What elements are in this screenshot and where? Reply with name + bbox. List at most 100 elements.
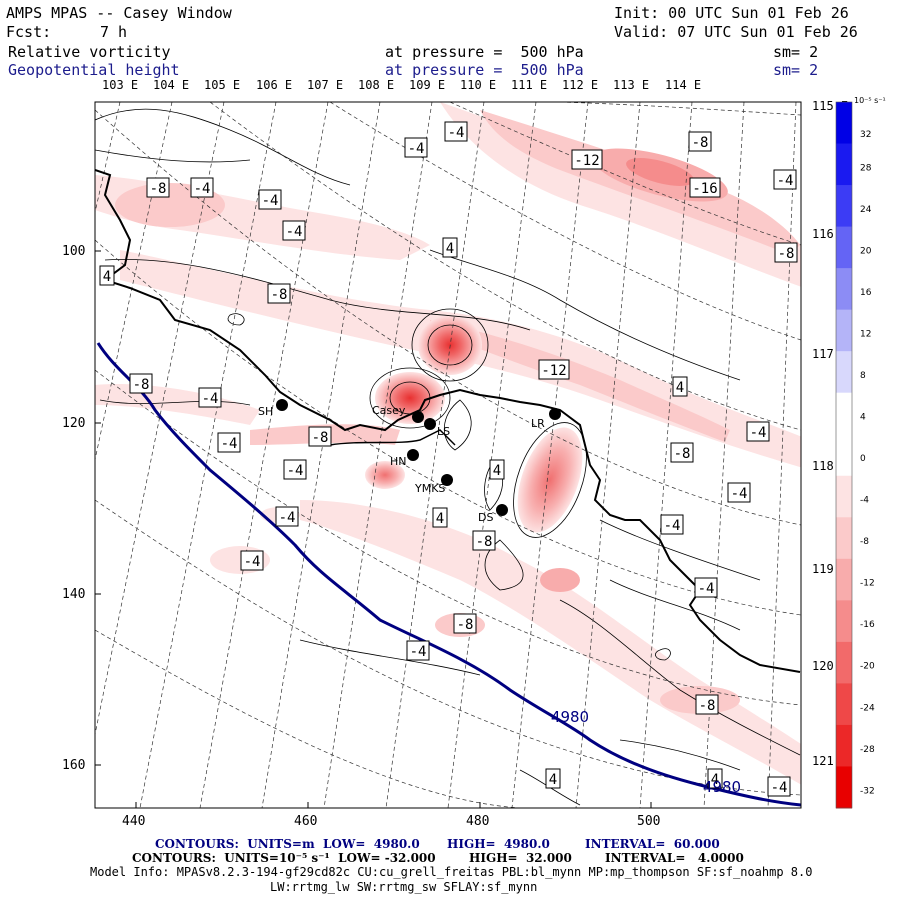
svg-text:4: 4: [549, 772, 557, 788]
contour-label: -4: [767, 776, 791, 797]
plot-frame: [94, 101, 802, 809]
longitude-label: 103 E: [102, 78, 138, 92]
svg-text:-8: -8: [271, 287, 288, 303]
longitude-label: 105 E: [204, 78, 240, 92]
field2-level: at pressure = 500 hPa: [385, 61, 584, 79]
contour-label: -8: [670, 442, 694, 463]
colorbar-level-label: 4: [860, 413, 866, 423]
colorbar-swatch: [836, 600, 852, 643]
contour-label: -4: [217, 432, 241, 453]
contour-label: 4: [707, 768, 723, 789]
station-marker-ds: [496, 504, 508, 516]
station-label-ymks: YMKS: [415, 482, 446, 495]
colorbar-swatch: [836, 766, 852, 809]
svg-text:-4: -4: [221, 436, 238, 452]
colorbar-swatch: [836, 185, 852, 228]
contour-label: -16: [689, 177, 721, 198]
y-tick-100: 100: [62, 244, 86, 259]
longitude-label: 106 E: [256, 78, 292, 92]
svg-text:-4: -4: [777, 173, 794, 189]
svg-text:-8: -8: [476, 534, 493, 550]
colorbar-swatch: [836, 102, 852, 145]
footer-model-info: Model Info: MPASv8.2.3-194-gf29cd82c CU:…: [90, 865, 813, 879]
station-marker-ymks: [441, 474, 453, 486]
colorbar-level-label: 12: [860, 329, 871, 339]
svg-text:-4: -4: [408, 141, 425, 157]
contour-label: -4: [282, 220, 306, 241]
colorbar-swatch: [836, 683, 852, 726]
station-marker-hn: [407, 449, 419, 461]
svg-text:-8: -8: [312, 430, 329, 446]
contour-label: -8: [308, 426, 332, 447]
longitude-label: 114 E: [665, 78, 701, 92]
footer-height-contours: CONTOURS: UNITS=m LOW= 4980.0: [155, 837, 420, 851]
colorbar-swatch: [836, 724, 852, 767]
longitude-label: 109 E: [409, 78, 445, 92]
forecast-hour: 7 h: [100, 23, 128, 41]
longitude-label: 112 E: [562, 78, 598, 92]
svg-text:-8: -8: [699, 698, 716, 714]
svg-text:4: 4: [711, 772, 719, 788]
contour-label: -4: [746, 421, 770, 442]
svg-text:-16: -16: [692, 181, 717, 197]
colorbar-swatch: [836, 143, 852, 186]
longitude-label: 110 E: [460, 78, 496, 92]
colorbar-swatch: [836, 641, 852, 684]
contour-label: -4: [190, 177, 214, 198]
svg-text:-4: -4: [194, 181, 211, 197]
station-marker-ls: [424, 418, 436, 430]
colorbar-level-label: -20: [860, 662, 875, 672]
longitude-label: 111 E: [511, 78, 547, 92]
contour-label: -4: [694, 577, 718, 598]
station-marker-lr: [549, 408, 561, 420]
colorbar-level-label: -8: [860, 537, 869, 547]
colorbar-swatch: [836, 517, 852, 560]
field1-level: at pressure = 500 hPa: [385, 43, 584, 61]
colorbar-level-label: -24: [860, 703, 875, 713]
valid-time: Valid: 07 UTC Sun 01 Feb 26: [614, 23, 858, 41]
colorbar-unit: 10⁻⁵ s⁻¹: [854, 96, 886, 105]
colorbar-swatch: [836, 434, 852, 477]
contour-label: -8: [146, 177, 170, 198]
footer-vorticity-interval: INTERVAL= 4.0000: [605, 851, 744, 865]
contour-label: -8: [453, 613, 477, 634]
contour-label: -12: [538, 359, 570, 380]
svg-text:-8: -8: [692, 135, 709, 151]
contour-label: -4: [258, 189, 282, 210]
geopotential-label: 4980: [703, 778, 741, 796]
colorbar-swatch: [836, 309, 852, 352]
init-time: Init: 00 UTC Sun 01 Feb 26: [614, 4, 849, 22]
svg-text:-4: -4: [698, 581, 715, 597]
svg-text:4: 4: [676, 380, 684, 396]
station-label-sh: SH: [258, 405, 274, 418]
svg-text:-4: -4: [279, 510, 296, 526]
colorbar-level-label: -16: [860, 620, 875, 630]
longitude-label: 104 E: [153, 78, 189, 92]
colorbar-swatch: [836, 475, 852, 518]
svg-text:-8: -8: [457, 617, 474, 633]
geopotential-label: 4980: [551, 708, 589, 726]
contour-label: -4: [198, 387, 222, 408]
contour-label: 4: [442, 237, 458, 258]
svg-text:-4: -4: [771, 780, 788, 796]
colorbar-swatch: [836, 226, 852, 269]
coastline: [95, 169, 801, 673]
contour-label: -4: [240, 550, 264, 571]
contour-label: -8: [267, 283, 291, 304]
contour-label: 4: [545, 768, 561, 789]
svg-text:4: 4: [446, 241, 454, 257]
colorbar-level-label: 8: [860, 371, 866, 381]
station-marker-casey: [412, 411, 424, 423]
station-label-ds: DS: [478, 511, 494, 524]
contour-label: -8: [472, 530, 496, 551]
footer-vorticity-high: HIGH= 32.000: [469, 851, 572, 865]
footer-height-interval: INTERVAL= 60.000: [585, 837, 720, 851]
colorbar-level-label: 20: [860, 246, 872, 256]
svg-text:4: 4: [436, 511, 444, 527]
contour-label: -8: [774, 242, 798, 263]
x-tick-460: 460: [294, 814, 318, 829]
svg-text:-4: -4: [731, 486, 748, 502]
svg-text:-4: -4: [750, 425, 767, 441]
colorbar-level-label: 0: [860, 454, 866, 464]
